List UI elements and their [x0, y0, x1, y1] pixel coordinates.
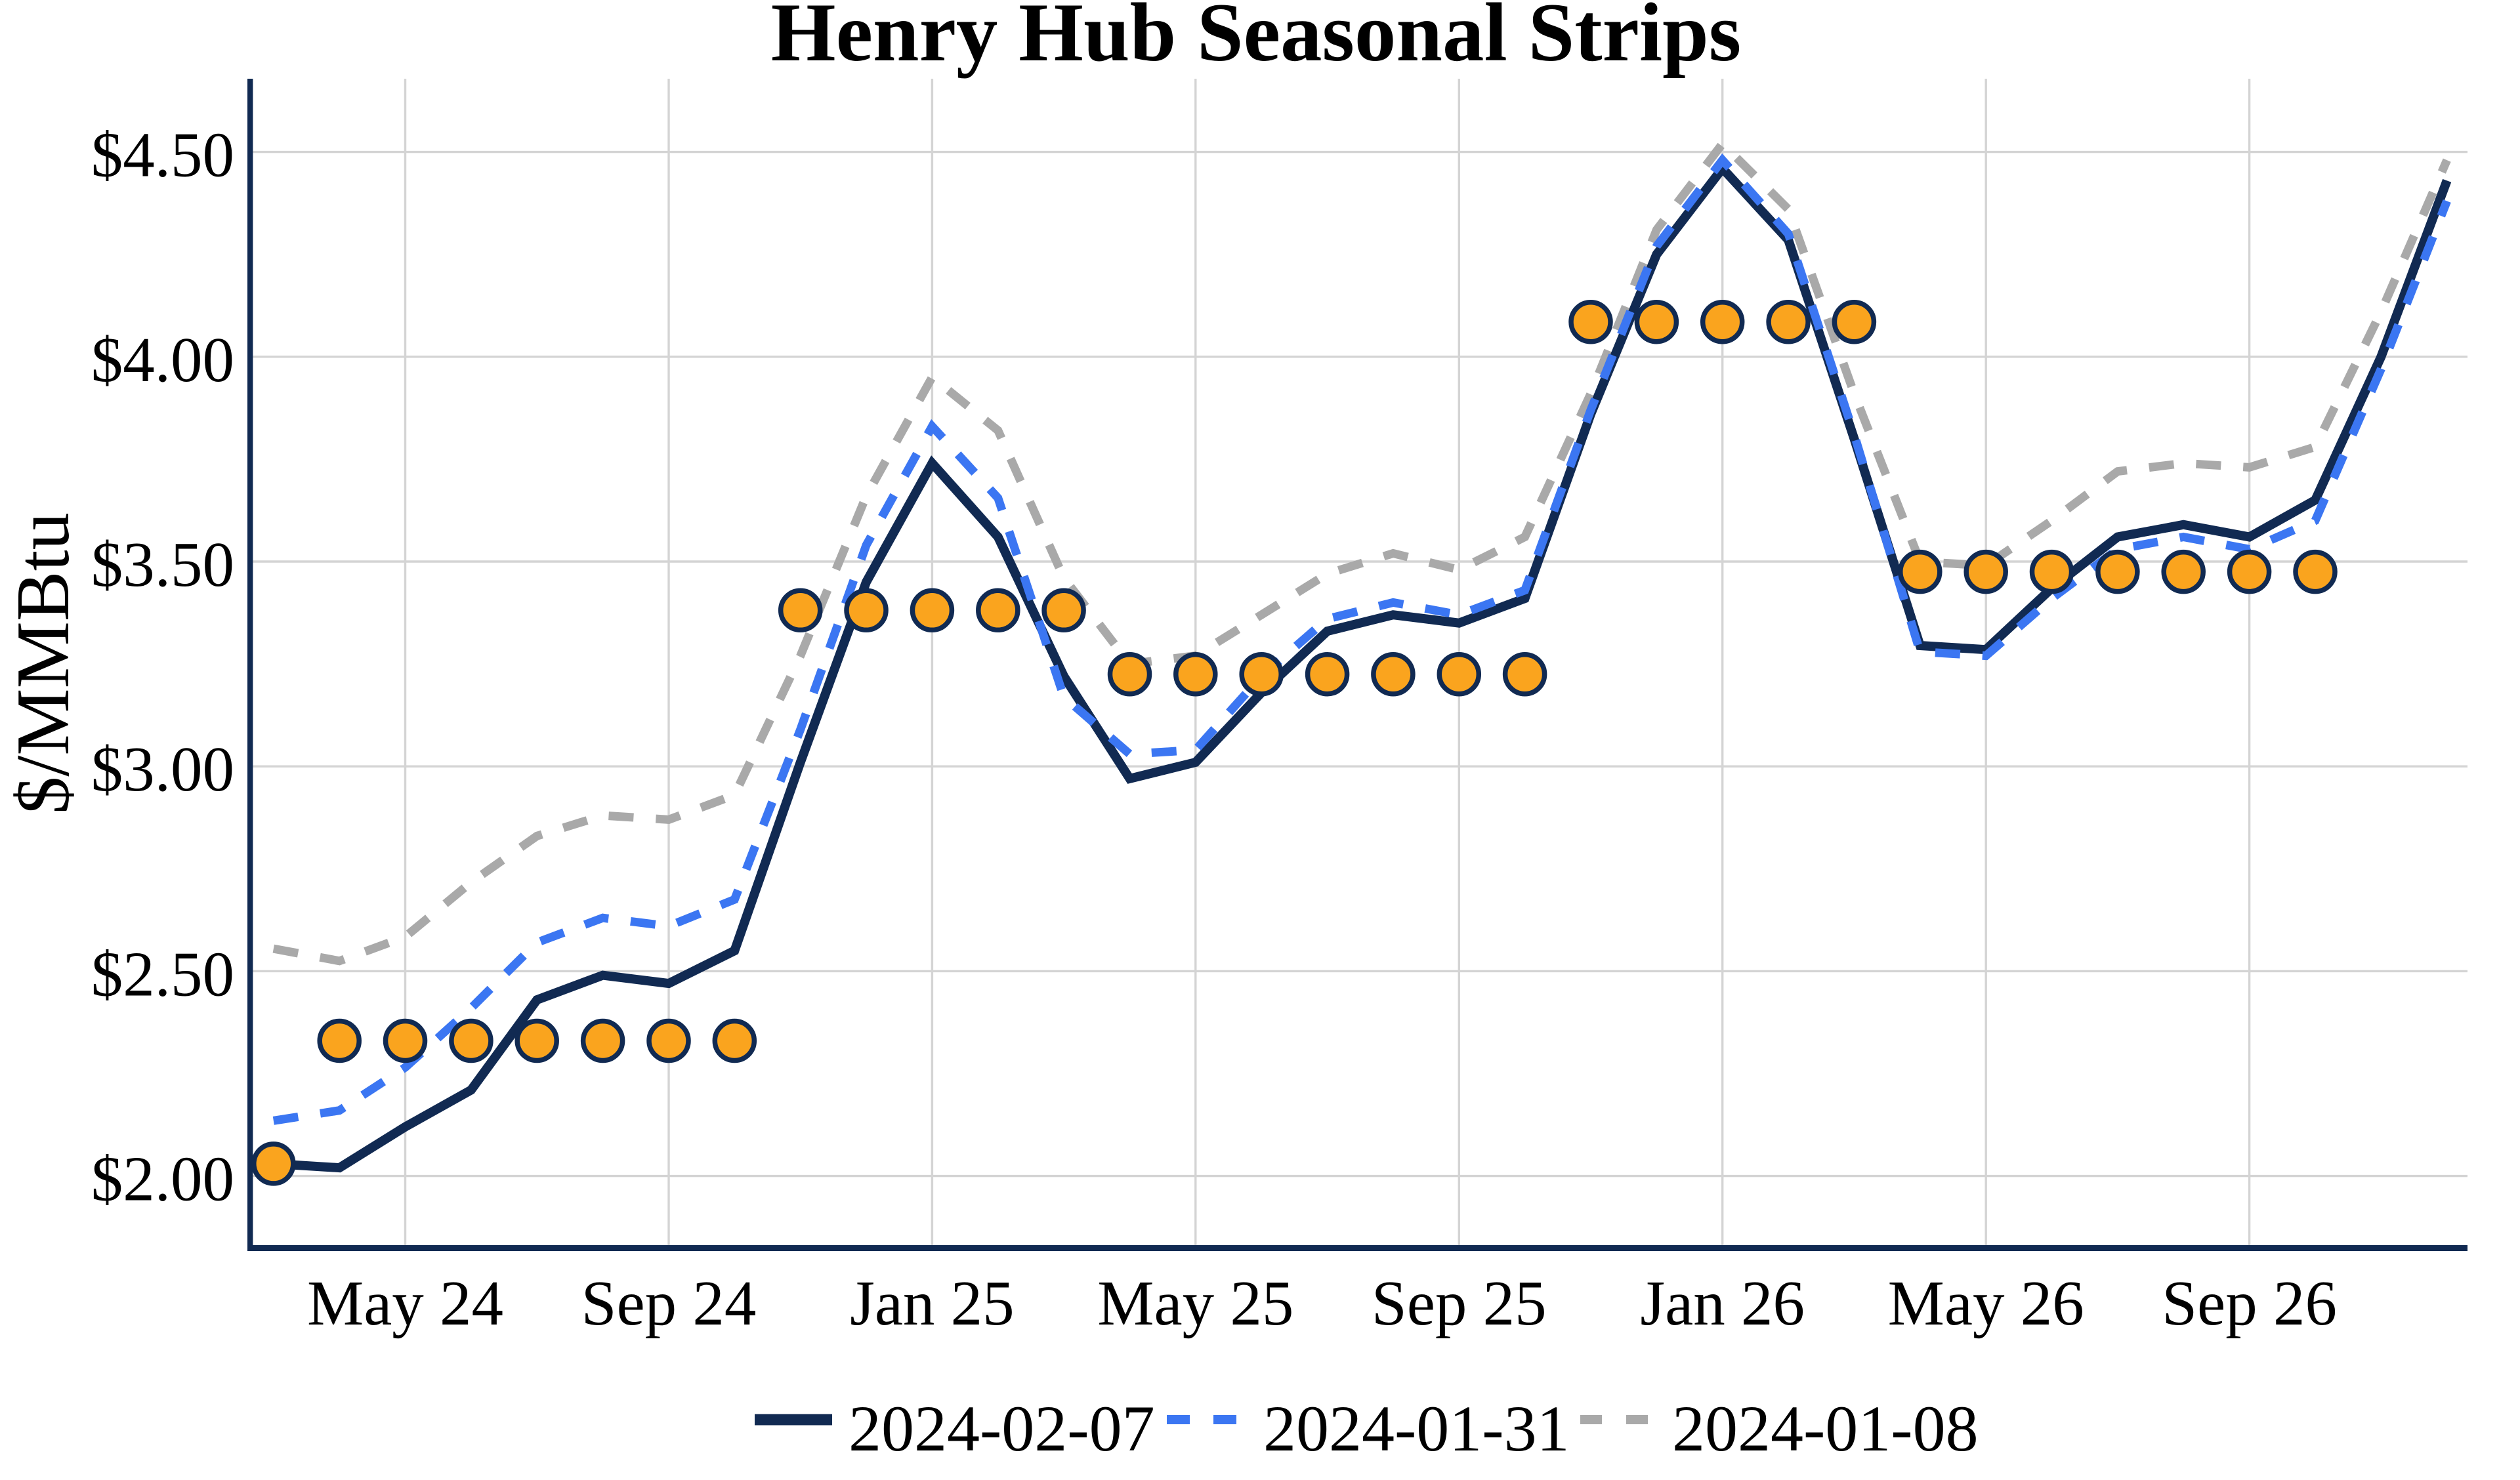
svg-text:$4.50: $4.50	[91, 120, 234, 190]
svg-text:$2.50: $2.50	[91, 939, 234, 1009]
svg-text:Jan 26: Jan 26	[1640, 1268, 1805, 1338]
svg-text:May 24: May 24	[307, 1268, 503, 1338]
svg-text:$2.00: $2.00	[91, 1144, 234, 1214]
svg-text:$/MMBtu: $/MMBtu	[1, 512, 85, 814]
svg-text:$4.00: $4.00	[91, 325, 234, 395]
svg-text:Jan 25: Jan 25	[850, 1268, 1015, 1338]
svg-text:2024-02-07: 2024-02-07	[849, 1392, 1155, 1465]
svg-text:May 25: May 25	[1097, 1268, 1293, 1338]
svg-text:$3.00: $3.00	[91, 734, 234, 804]
svg-text:Sep 26: Sep 26	[2162, 1268, 2337, 1338]
svg-text:Henry Hub Seasonal Strips: Henry Hub Seasonal Strips	[771, 0, 1741, 79]
svg-text:2024-01-31: 2024-01-31	[1263, 1392, 1570, 1465]
svg-text:2024-01-08: 2024-01-08	[1672, 1392, 1979, 1465]
svg-text:Sep 24: Sep 24	[581, 1268, 757, 1338]
svg-text:Sep 25: Sep 25	[1372, 1268, 1547, 1338]
svg-text:$3.50: $3.50	[91, 529, 234, 600]
svg-text:May 26: May 26	[1888, 1268, 2084, 1338]
